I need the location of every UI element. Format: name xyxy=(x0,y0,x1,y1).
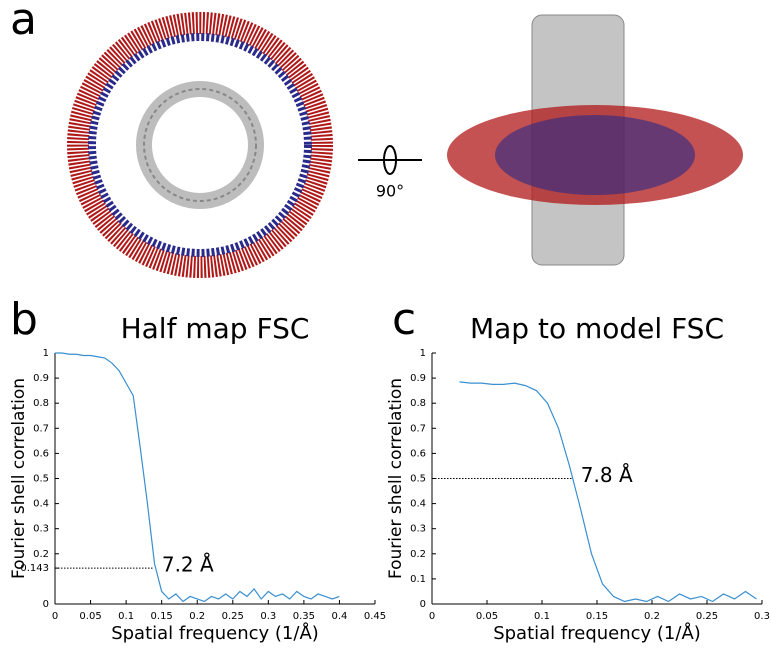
x-tick-label: 0.3 xyxy=(260,611,276,622)
fsc-curve xyxy=(55,352,340,603)
x-tick-label: 0.05 xyxy=(79,611,101,622)
y-tick-label: 0.2 xyxy=(33,549,49,560)
x-axis-label: Spatial frequency (1/Å) xyxy=(111,622,319,644)
chart-title: Half map FSC xyxy=(121,312,310,345)
y-tick-label: 0 xyxy=(43,599,49,610)
y-tick-label: 1 xyxy=(420,348,426,359)
x-tick-label: 0.4 xyxy=(331,611,347,622)
x-tick-label: 0.1 xyxy=(118,611,134,622)
panel-label: a xyxy=(10,0,37,45)
y-tick-label: 0.8 xyxy=(33,398,49,409)
y-tick-label: 0 xyxy=(420,599,426,610)
y-tick-label: 0.9 xyxy=(410,373,426,384)
x-tick-label: 0 xyxy=(429,611,435,622)
panel-label: c xyxy=(392,294,416,345)
x-tick-label: 0.05 xyxy=(476,611,498,622)
x-tick-label: 0.15 xyxy=(586,611,608,622)
x-tick-label: 0.2 xyxy=(189,611,205,622)
y-tick-label: 0.1 xyxy=(410,574,426,585)
ring-image xyxy=(67,12,333,278)
x-tick-label: 0.2 xyxy=(644,611,660,622)
y-tick-label: 0.7 xyxy=(33,423,49,434)
y-axis-label: Fourier shell correlation xyxy=(9,378,29,579)
rotation-label: 90° xyxy=(376,182,404,201)
y-tick-label: 0.5 xyxy=(33,474,49,485)
y-axis-label: Fourier shell correlation xyxy=(386,378,406,579)
y-tick-label: 0.4 xyxy=(410,499,426,510)
y-tick-label: 0.2 xyxy=(410,549,426,560)
x-tick-label: 0.25 xyxy=(696,611,718,622)
chart-title: Map to model FSC xyxy=(470,312,724,345)
y-tick-label: 0.8 xyxy=(410,398,426,409)
x-tick-label: 0.3 xyxy=(754,611,770,622)
x-tick-label: 0.35 xyxy=(293,611,315,622)
resolution-label: 7.2 Å xyxy=(162,553,214,577)
side-image xyxy=(447,14,743,266)
y-tick-label: 0.3 xyxy=(33,524,49,535)
x-axis-label: Spatial frequency (1/Å) xyxy=(493,622,701,644)
y-tick-label: 0.6 xyxy=(410,448,426,459)
y-tick-label: 0.5 xyxy=(410,474,426,485)
panel-label: b xyxy=(10,294,38,345)
x-tick-label: 0.25 xyxy=(222,611,244,622)
plot-area xyxy=(55,353,375,604)
fsc-curve xyxy=(459,381,757,603)
y-tick-label: 0.143 xyxy=(20,563,49,574)
x-tick-label: 0 xyxy=(52,611,58,622)
x-tick-label: 0.15 xyxy=(151,611,173,622)
y-tick-label: 0.6 xyxy=(33,448,49,459)
y-tick-label: 1 xyxy=(43,348,49,359)
resolution-label: 7.8 Å xyxy=(581,463,633,487)
y-tick-label: 0.4 xyxy=(33,499,49,510)
y-tick-label: 0.3 xyxy=(410,524,426,535)
y-tick-label: 0.9 xyxy=(33,373,49,384)
x-tick-label: 0.45 xyxy=(364,611,386,622)
y-tick-label: 0.7 xyxy=(410,423,426,434)
x-tick-label: 0.1 xyxy=(534,611,550,622)
rotation-symbol: 90° xyxy=(358,145,422,201)
